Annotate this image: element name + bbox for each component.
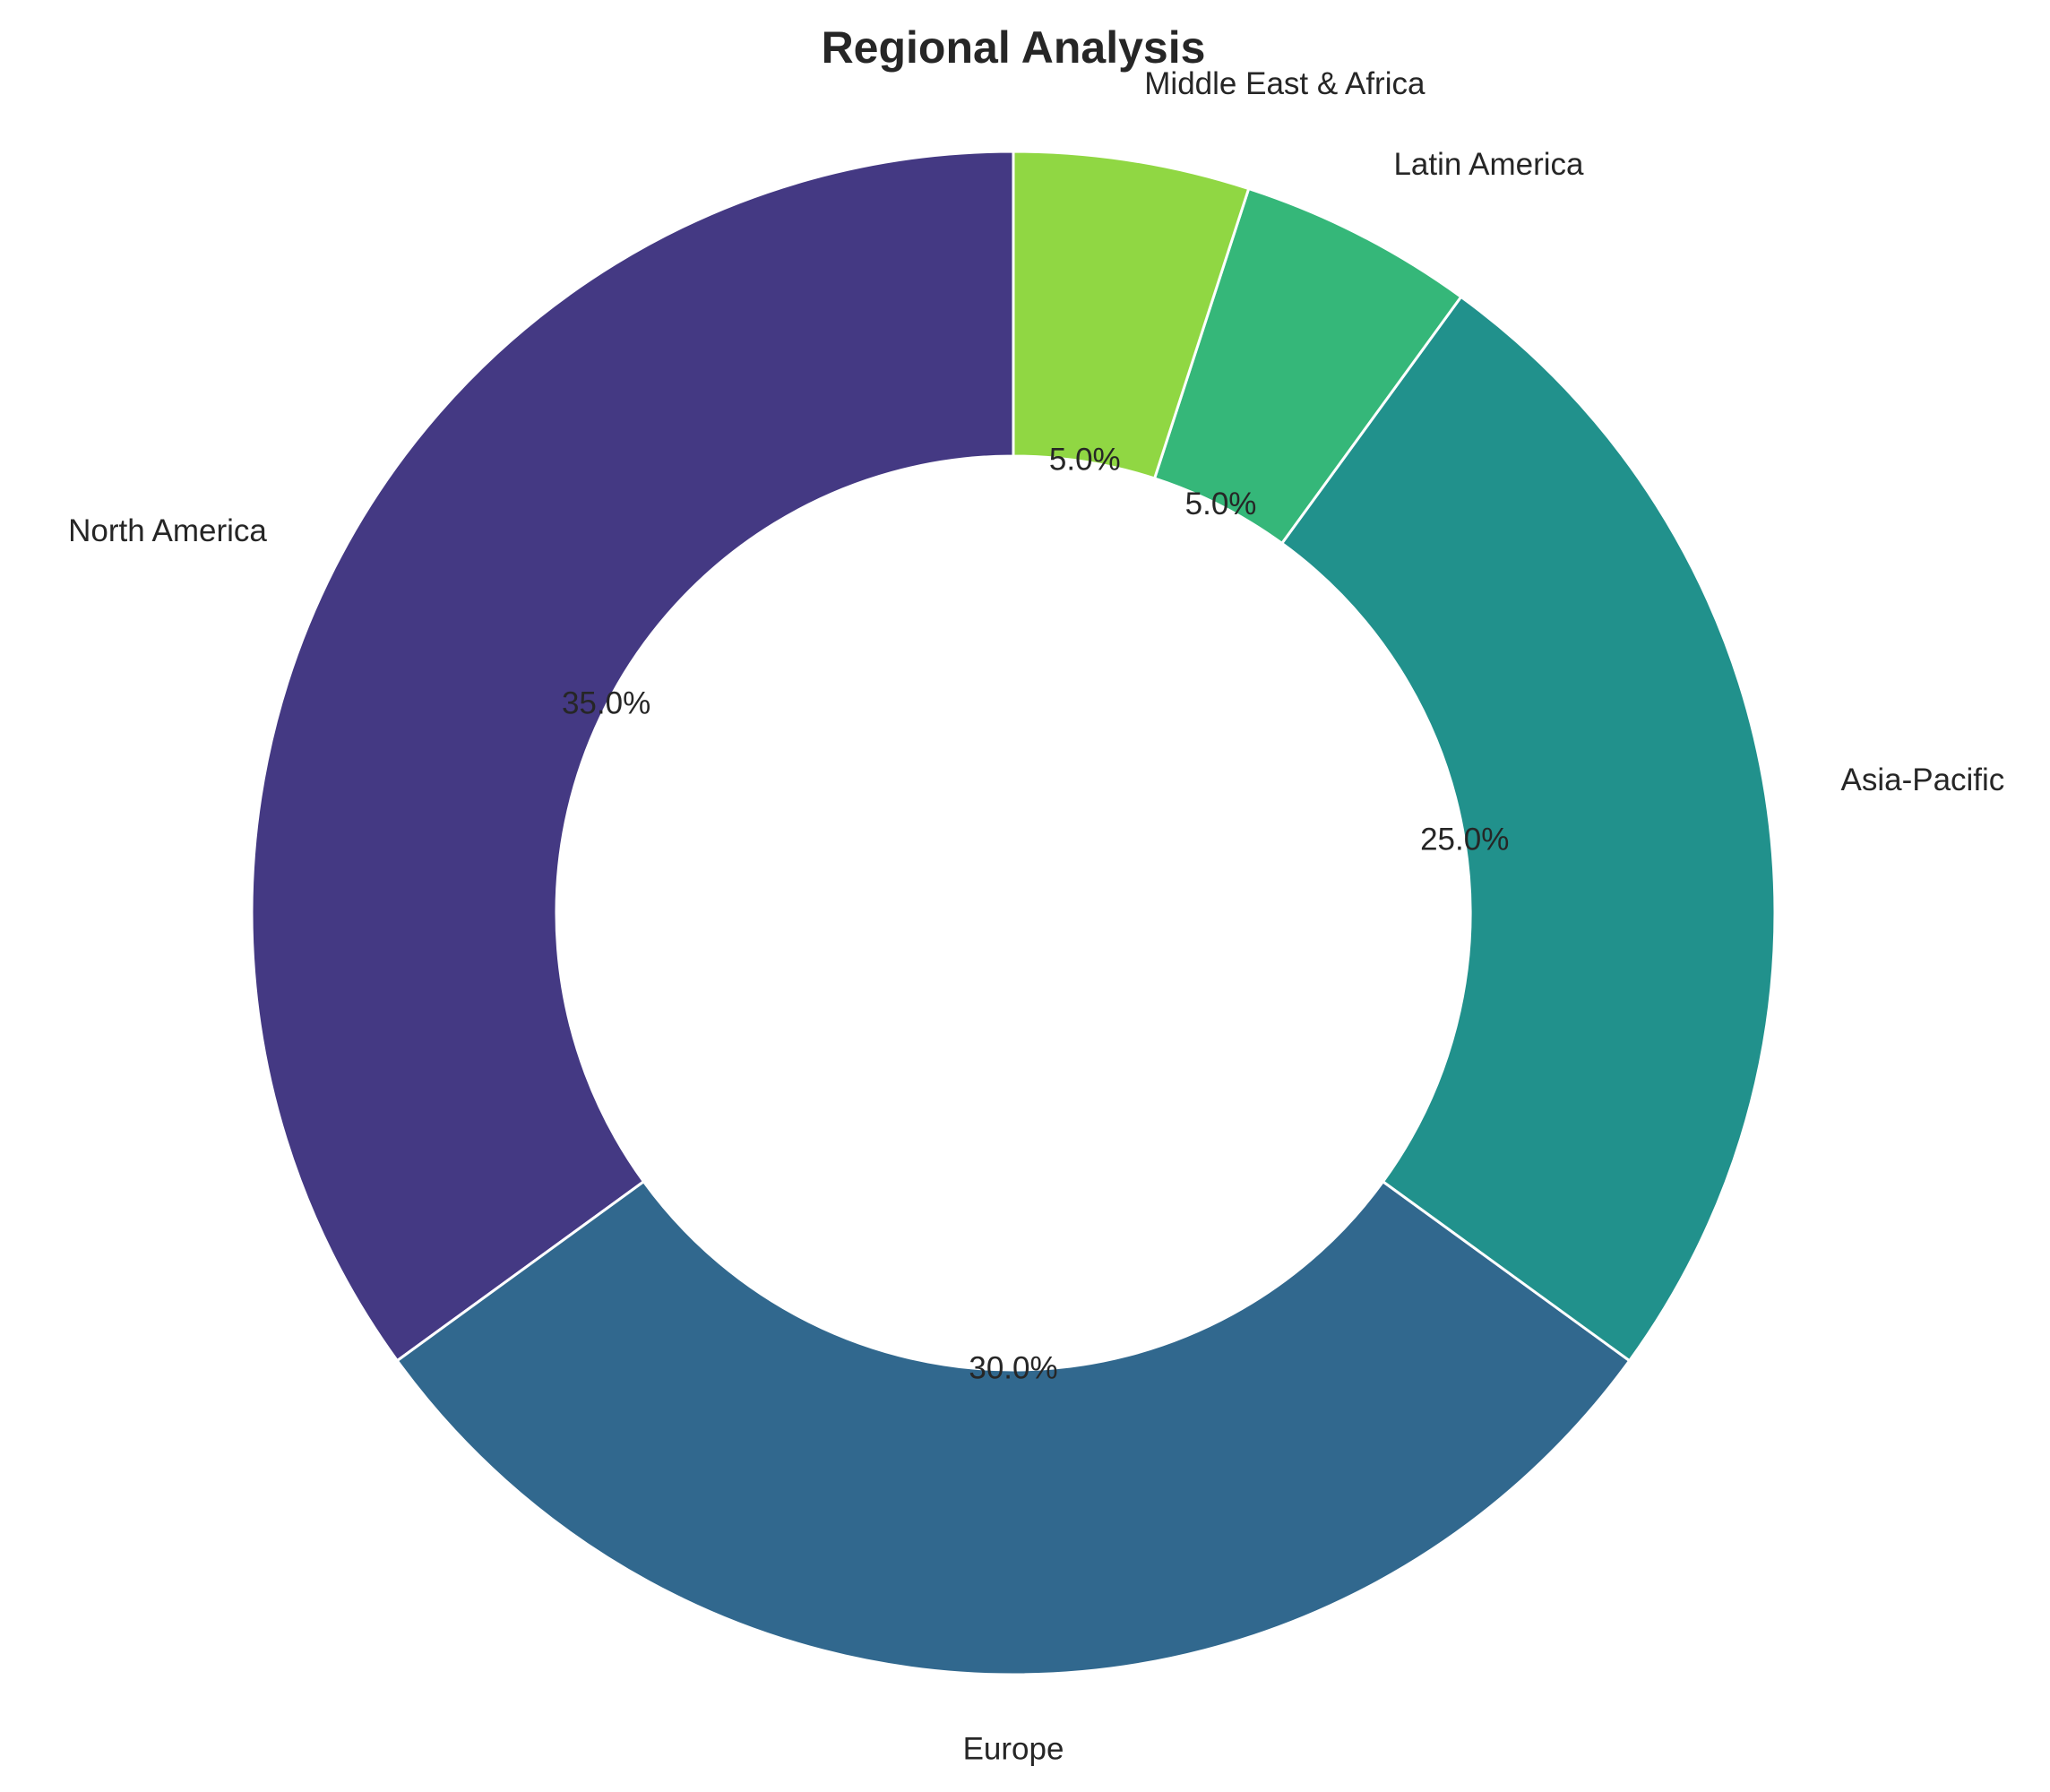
value-label-europe: 30.0%	[969, 1350, 1057, 1385]
category-label-middle-east-and-africa: Middle East & Africa	[1144, 66, 1426, 101]
slice-europe	[395, 1180, 1632, 1676]
category-labels: North America Europe Asia-Pacific Latin Ame…	[68, 66, 2004, 1766]
category-label-north-america: North America	[68, 513, 267, 548]
category-label-europe: Europe	[963, 1731, 1064, 1766]
slice-asia-pacific	[1280, 295, 1777, 1363]
value-label-latin-america: 5.0%	[1185, 487, 1257, 521]
value-label-asia-pacific: 25.0%	[1420, 822, 1509, 857]
value-label-middle-east-and-africa: 5.0%	[1049, 443, 1121, 478]
percentage-labels: 35.0% 30.0% 25.0% 5.0% 5.0%	[562, 443, 1509, 1386]
slice-north-america	[250, 150, 1015, 1363]
value-label-north-america: 35.0%	[562, 686, 650, 721]
category-label-latin-america: Latin America	[1393, 147, 1584, 182]
slice-middle-east-and-africa	[1012, 150, 1251, 480]
chart-title: Regional Analysis	[822, 22, 1206, 73]
donut-slices	[250, 150, 1777, 1676]
category-label-asia-pacific: Asia-Pacific	[1840, 762, 2004, 797]
